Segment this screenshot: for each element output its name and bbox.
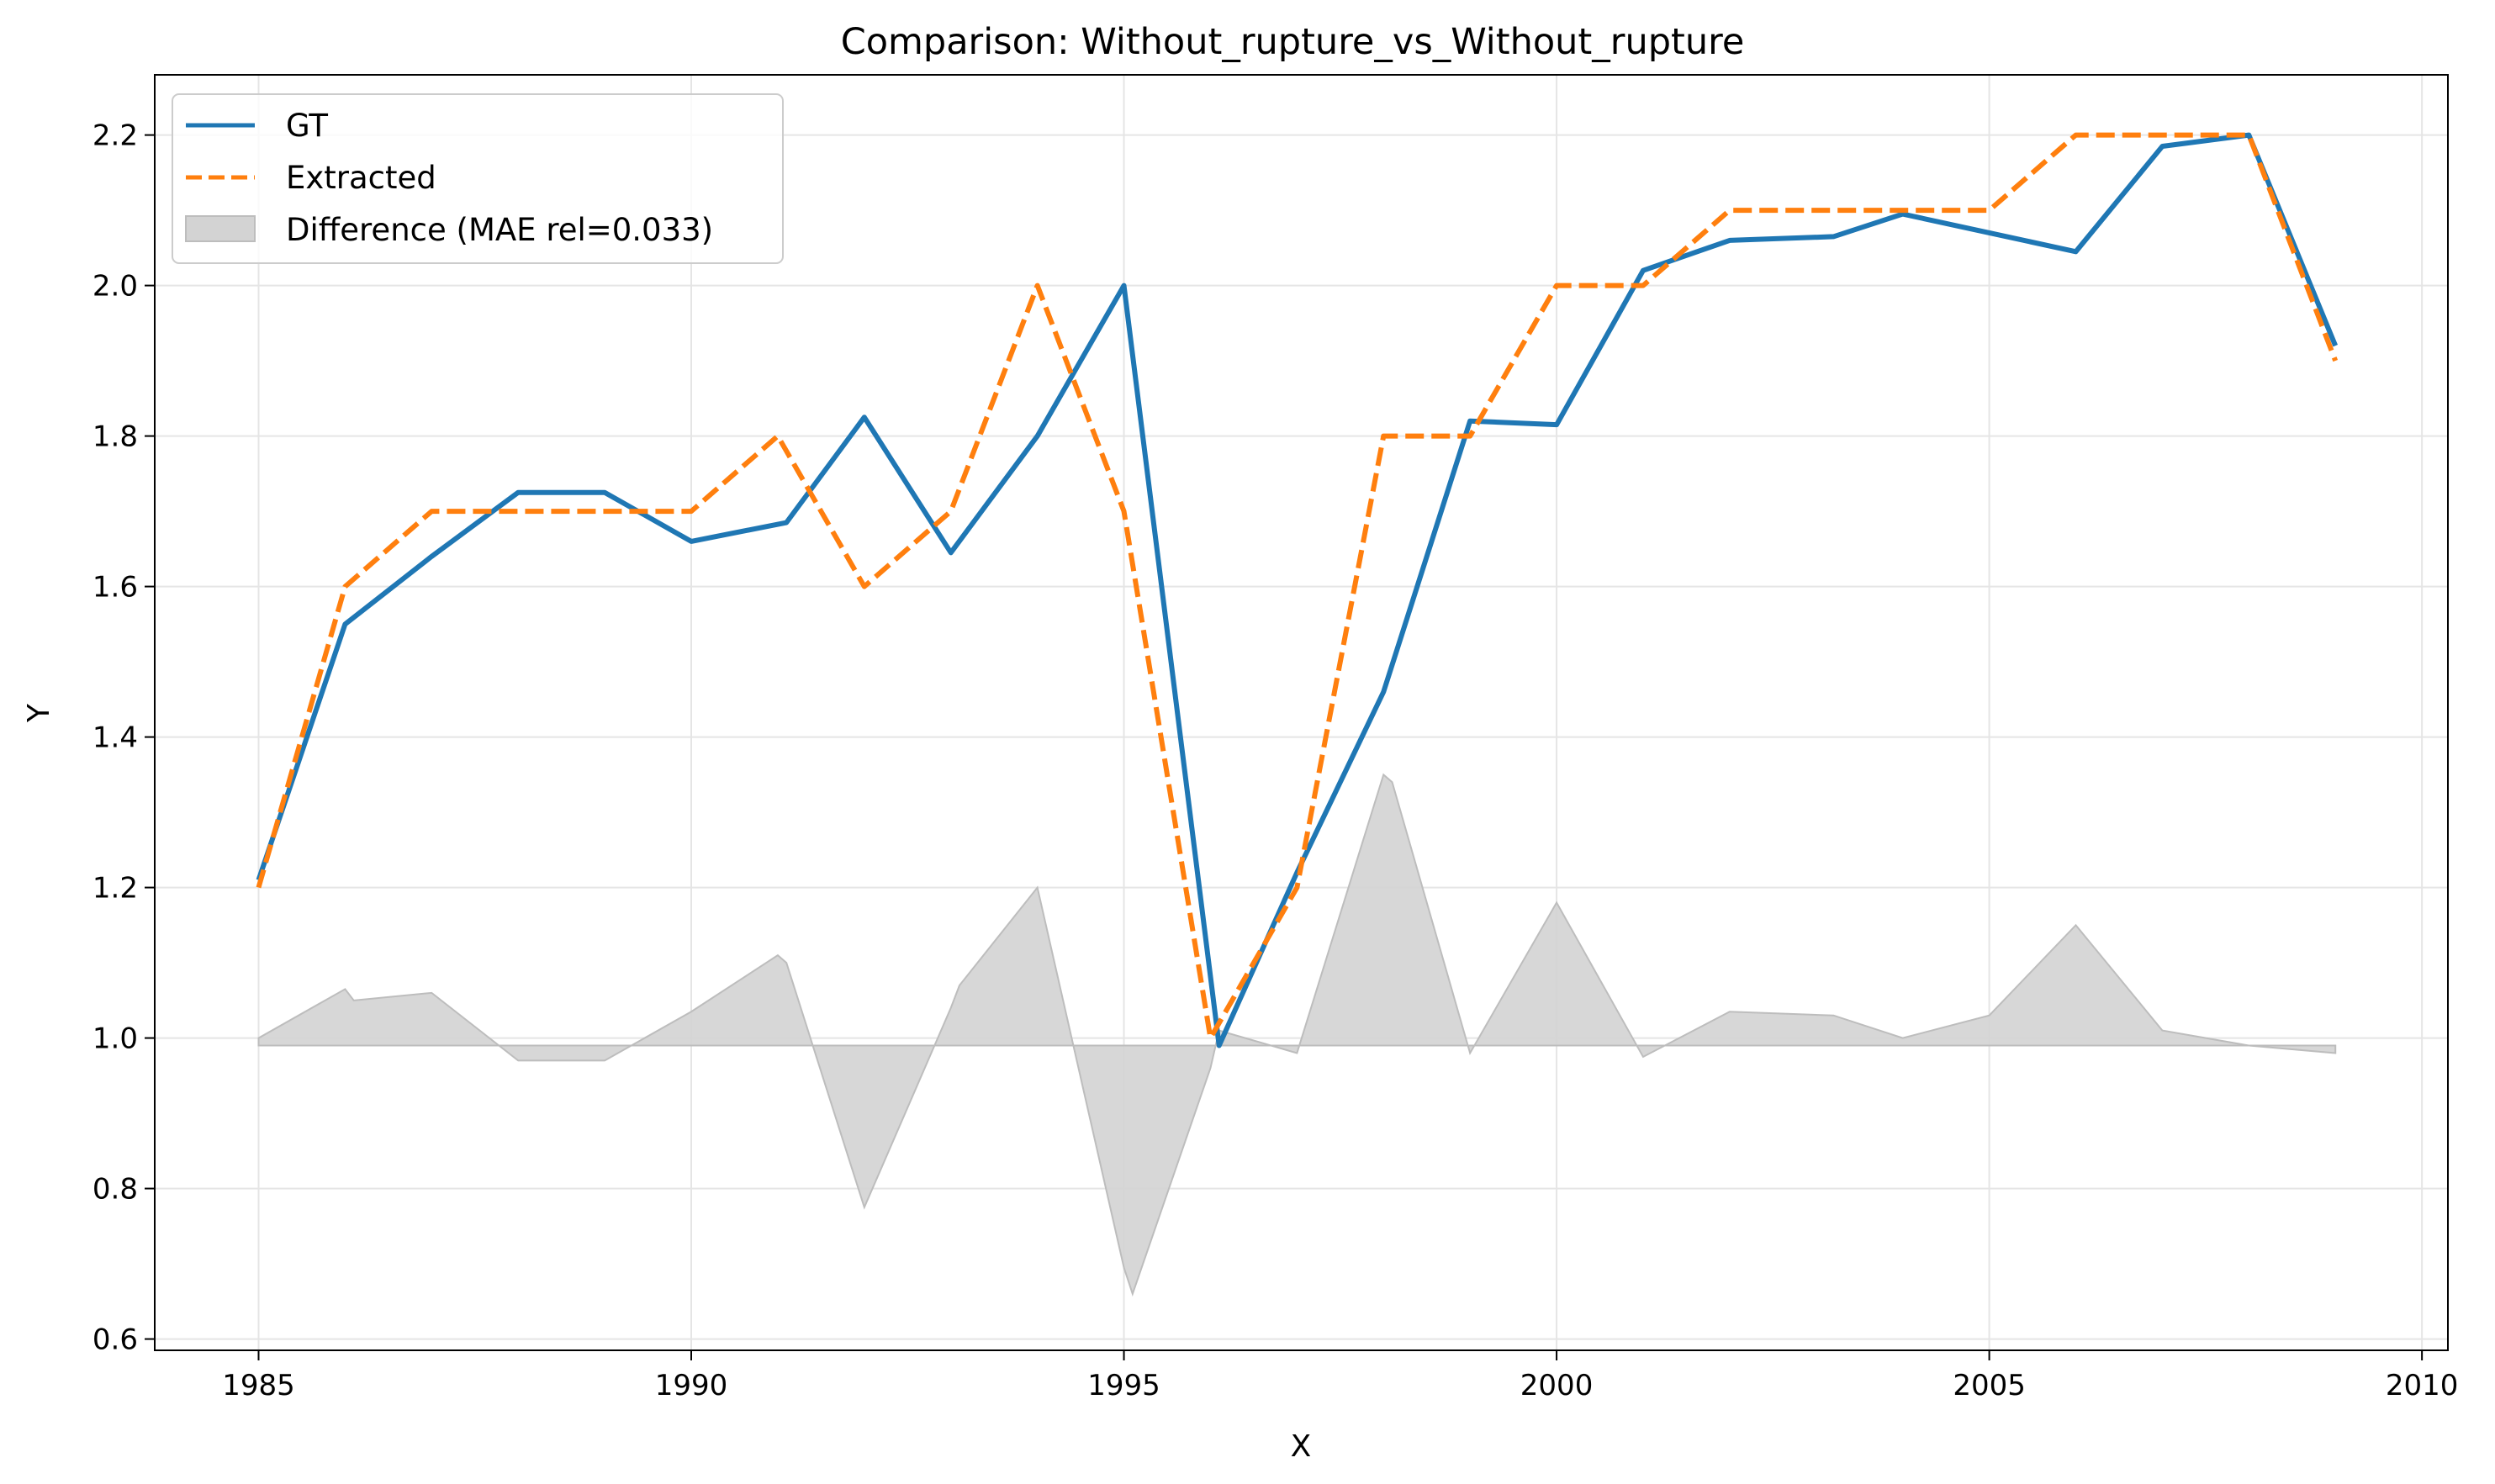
y-tick-label: 1.2 (93, 872, 138, 906)
y-tick-label: 2.0 (93, 270, 138, 304)
x-axis-label: X (1291, 1429, 1312, 1464)
gt-series-line (256, 132, 2338, 1048)
y-tick-label: 1.4 (93, 721, 138, 755)
legend-difference-swatch (185, 215, 256, 242)
x-tick-label: 2010 (2386, 1369, 2459, 1402)
legend-gt-label: GT (286, 108, 328, 144)
extracted-series-line (256, 132, 2339, 1041)
axis-ticks: 1985 1990 1995 2000 2005 2010 0.6 0.8 1.0 1.2 1.4 1… (93, 119, 2458, 1402)
x-tick-label: 1995 (1087, 1369, 1160, 1402)
y-tick-label: 0.8 (93, 1173, 138, 1207)
y-tick-label: 2.2 (93, 119, 138, 153)
difference-area (257, 773, 2337, 1297)
axes-frame (154, 74, 2449, 1351)
x-tick-label: 2005 (1953, 1369, 2026, 1402)
x-tick-label: 1985 (222, 1369, 295, 1402)
x-tick-label: 1990 (655, 1369, 728, 1402)
y-axis-label: Y (22, 703, 56, 723)
y-tick-label: 1.0 (93, 1022, 138, 1056)
legend-difference-label: Difference (MAE rel=0.033) (286, 212, 713, 248)
legend: GT Extracted Difference (MAE rel=0.033) (172, 93, 784, 264)
legend-box (172, 93, 784, 264)
y-tick-label: 0.6 (93, 1323, 138, 1357)
y-tick-label: 1.8 (93, 420, 138, 454)
plot-area (256, 132, 2339, 1297)
y-tick-label: 1.6 (93, 571, 138, 605)
x-tick-label: 2000 (1520, 1369, 1594, 1402)
chart-title: Comparison: Without_rupture_vs_Without_r… (841, 21, 1745, 63)
legend-extracted-label: Extracted (286, 160, 436, 196)
